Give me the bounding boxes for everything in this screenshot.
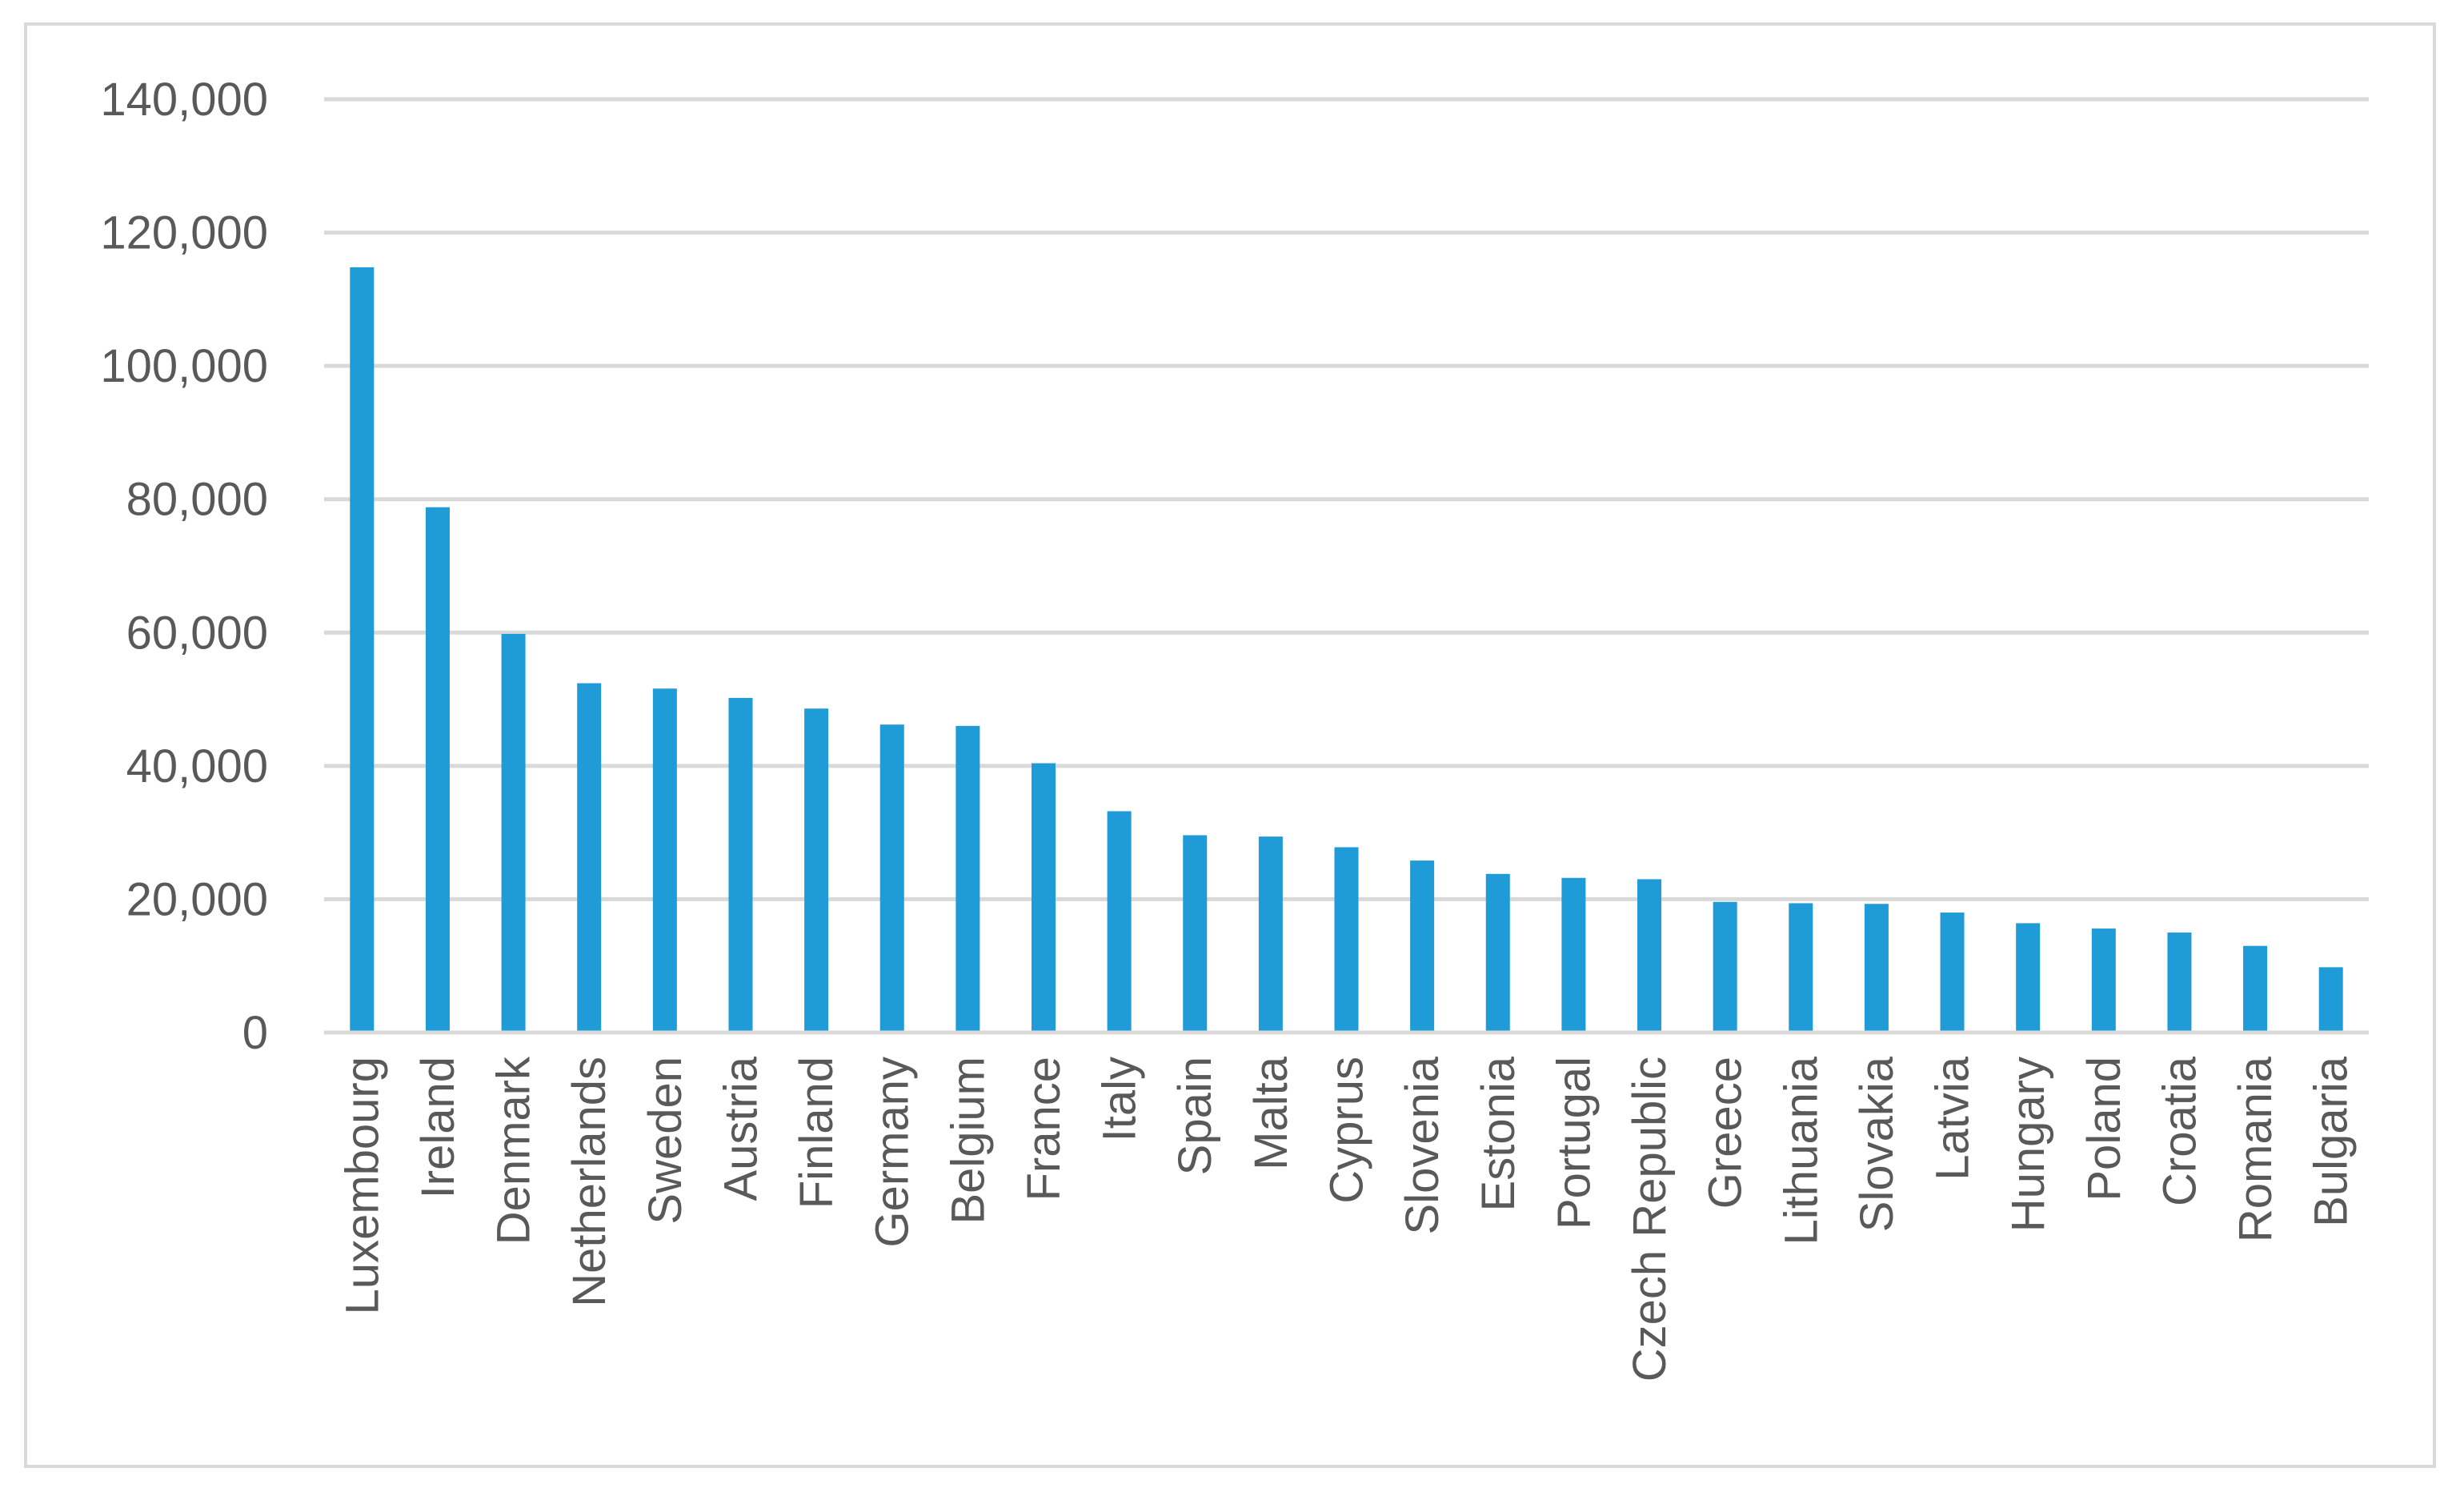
bar-italy [1107,811,1132,1033]
bar-germany [879,724,904,1033]
x-category-label: Romania [2230,1056,2282,1242]
x-category-label: Cyprus [1321,1057,1373,1204]
gridlines [324,97,2369,901]
x-category-label: Estonia [1472,1056,1524,1211]
x-category-label: Bulgaria [2306,1056,2358,1227]
y-tick-label: 100,000 [100,340,268,392]
bar-romania [2243,945,2268,1033]
bar-hungary [2016,923,2041,1033]
bar-france [1031,763,1056,1033]
x-category-label: Italy [1094,1057,1146,1141]
bar-poland [2091,928,2116,1033]
bar-greece [1713,901,1737,1033]
y-tick-label: 60,000 [126,607,268,659]
y-axis-tick-labels: 0 20,000 40,000 60,000 80,000 100,000 120,000 1… [100,74,268,1059]
y-tick-label: 40,000 [126,740,268,792]
x-category-label: Spain [1169,1057,1221,1175]
bar-lithuania [1789,903,1813,1033]
bar-portugal [1561,877,1586,1033]
x-category-label: Croatia [2153,1056,2206,1206]
bar-croatia [2167,932,2192,1033]
x-category-label: Latvia [1927,1056,1979,1181]
x-category-label: Belgium [942,1057,994,1225]
x-category-label: Lithuania [1775,1056,1827,1245]
x-category-label: Poland [2078,1057,2130,1201]
x-category-label: Czech Republic [1624,1057,1676,1382]
bar-slovenia [1410,860,1435,1033]
x-category-label: Hungary [2002,1057,2054,1232]
bar-bulgaria [2318,967,2343,1033]
x-category-label: Ireland [412,1057,464,1198]
bar-finland [804,708,829,1033]
y-tick-label: 120,000 [100,207,268,259]
x-category-label: Slovakia [1851,1056,1903,1232]
bar-estonia [1485,873,1510,1033]
x-category-label: Greece [1700,1057,1752,1209]
bar-netherlands [577,683,602,1033]
bar-sweden [652,688,677,1033]
x-category-label: France [1018,1057,1070,1201]
x-category-label: Denmark [488,1056,540,1245]
x-category-label: Portugal [1548,1057,1600,1229]
bar-czech-republic [1637,879,1662,1033]
bar-luxembourg [350,267,375,1033]
x-axis-category-labels: Luxembourg Ireland Denmark Netherlands Swede… [336,1056,2357,1382]
x-category-label: Netherlands [563,1057,615,1307]
x-category-label: Malta [1245,1056,1297,1170]
x-category-label: Austria [715,1056,767,1201]
bar-belgium [956,725,980,1033]
bar-cyprus [1334,847,1359,1033]
x-category-label: Finland [791,1057,843,1209]
chart-frame [24,22,2436,1468]
bar-denmark [501,633,526,1033]
x-category-label: Luxembourg [336,1057,388,1314]
x-category-label: Germany [867,1057,919,1248]
x-category-label: Slovenia [1396,1056,1448,1234]
y-tick-label: 80,000 [126,474,268,526]
bars [350,267,2343,1033]
bar-austria [728,697,753,1033]
y-tick-label: 140,000 [100,74,268,126]
bar-slovakia [1864,904,1889,1033]
bar-latvia [1940,912,1965,1033]
x-category-label: Sweden [639,1057,691,1225]
y-tick-label: 0 [242,1007,268,1059]
y-tick-label: 20,000 [126,873,268,925]
bar-ireland [425,507,450,1033]
bar-malta [1258,836,1283,1033]
bar-spain [1183,835,1208,1033]
